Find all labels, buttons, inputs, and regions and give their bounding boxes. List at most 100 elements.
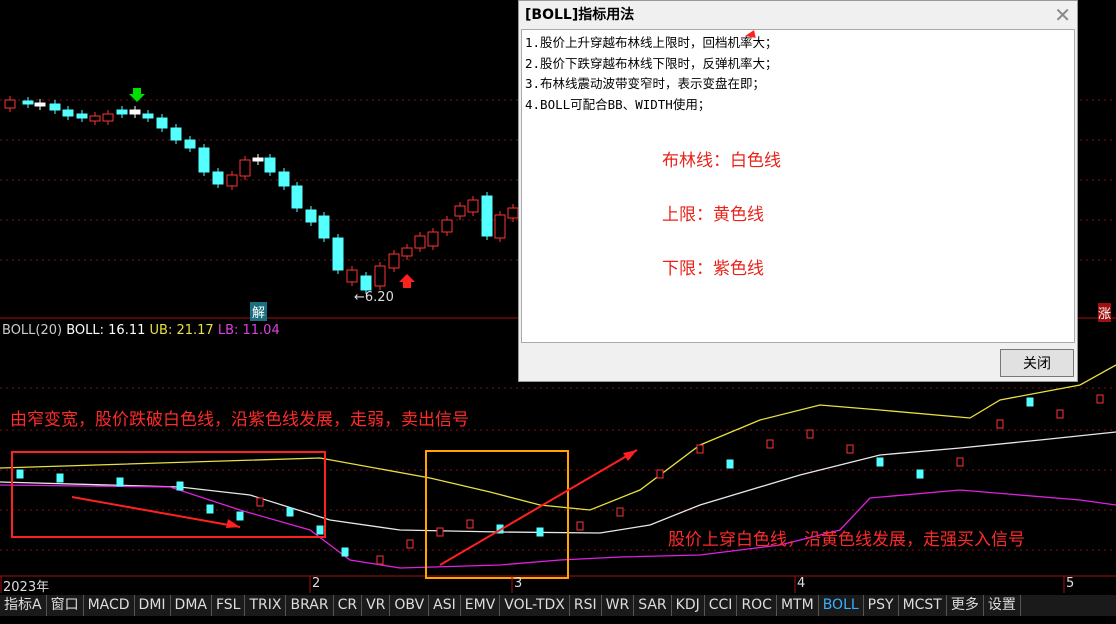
candle xyxy=(318,215,330,239)
mini-candle xyxy=(616,507,624,517)
candle xyxy=(374,265,386,287)
mini-candle xyxy=(1026,397,1034,407)
mini-candle xyxy=(1056,409,1064,419)
upper-band xyxy=(0,364,1116,511)
candle xyxy=(388,253,400,269)
tab[interactable]: 指标A xyxy=(0,595,47,616)
usage-line: 3.布林线震动波带变窄时，表示变盘在即； xyxy=(525,76,766,91)
usage-line: 1.股价上升穿越布林线上限时，回档机率大； xyxy=(525,35,778,50)
tab[interactable]: CCI xyxy=(705,595,738,616)
candle xyxy=(481,195,493,237)
candle xyxy=(467,199,479,213)
mini-candle xyxy=(286,507,294,517)
tab[interactable]: BOLL xyxy=(819,595,864,616)
mini-candle xyxy=(576,521,584,531)
marker: 解 xyxy=(250,302,268,321)
sell-arrow xyxy=(129,88,145,102)
candle xyxy=(305,209,317,223)
candle xyxy=(226,174,238,187)
tab[interactable]: MTM xyxy=(777,595,819,616)
tab[interactable]: 设置 xyxy=(984,595,1021,616)
tab[interactable]: OBV xyxy=(390,595,430,616)
candle xyxy=(76,113,88,119)
tab[interactable]: WR xyxy=(602,595,635,616)
candle xyxy=(264,157,276,173)
mini-candle xyxy=(846,444,854,454)
candle xyxy=(4,99,16,109)
mini-candle xyxy=(876,457,884,467)
buy-box xyxy=(425,450,569,579)
tab[interactable]: FSL xyxy=(212,595,246,616)
tab[interactable]: VR xyxy=(362,595,391,616)
tab[interactable]: MACD xyxy=(84,595,135,616)
mini-candle xyxy=(206,504,214,514)
arrowhead xyxy=(226,519,240,528)
mini-candle xyxy=(996,419,1004,429)
tab[interactable]: EMV xyxy=(461,595,501,616)
color-note: 布林线：白色线 xyxy=(662,151,781,171)
tab[interactable]: 更多 xyxy=(947,595,984,616)
ind-name: BOLL(20) xyxy=(2,323,63,338)
mini-candle xyxy=(406,539,414,549)
tab[interactable]: MCST xyxy=(899,595,947,616)
close-button[interactable]: 关闭 xyxy=(1000,349,1074,377)
tab[interactable]: ASI xyxy=(429,595,461,616)
candle xyxy=(62,109,74,117)
candle xyxy=(156,117,168,129)
candle xyxy=(414,235,426,249)
candle xyxy=(441,219,453,233)
close-x[interactable]: ✕ xyxy=(1054,3,1071,27)
sell-note: 由窄变宽，股价跌破白色线，沿紫色线发展，走弱，卖出信号 xyxy=(10,410,469,430)
mini-candle xyxy=(806,429,814,439)
mini-candle xyxy=(376,555,384,565)
candle xyxy=(129,109,141,115)
candle xyxy=(198,147,210,173)
candle xyxy=(291,185,303,209)
tab[interactable]: RSI xyxy=(570,595,602,616)
candle xyxy=(212,171,224,185)
candle xyxy=(427,231,439,247)
candle xyxy=(184,139,196,149)
tab[interactable]: PSY xyxy=(864,595,899,616)
tab[interactable]: KDJ xyxy=(672,595,705,616)
mini-candle xyxy=(766,439,774,449)
tab[interactable]: 窗口 xyxy=(47,595,84,616)
mini-candle xyxy=(656,469,664,479)
tab[interactable]: TRIX xyxy=(245,595,287,616)
mini-candle xyxy=(316,525,324,535)
buy-note: 股价上穿白色线，沿黄色线发展，走强买入信号 xyxy=(668,530,1025,550)
candle xyxy=(170,127,182,141)
tab[interactable]: ROC xyxy=(737,595,777,616)
mini-candle xyxy=(726,459,734,469)
candle xyxy=(332,237,344,271)
date-label: 2 xyxy=(312,576,321,591)
candle xyxy=(116,109,128,115)
tab[interactable]: DMI xyxy=(135,595,171,616)
tab[interactable]: BRAR xyxy=(286,595,334,616)
date-label: 5 xyxy=(1066,576,1075,591)
date-label: 2023年 xyxy=(3,580,50,595)
tab[interactable]: VOL-TDX xyxy=(500,595,570,616)
color-note: 下限：紫色线 xyxy=(662,259,764,279)
mini-candle xyxy=(696,444,704,454)
candle xyxy=(49,103,61,111)
right-edge: 涨 xyxy=(1098,303,1112,322)
mini-candle xyxy=(1096,394,1104,404)
mini-candle xyxy=(916,469,924,479)
tab[interactable]: CR xyxy=(334,595,363,616)
mini-candle xyxy=(956,457,964,467)
mini-candle xyxy=(116,477,124,487)
candle xyxy=(494,214,506,239)
candle xyxy=(34,102,46,107)
mid-band xyxy=(0,431,1116,534)
tab[interactable]: DMA xyxy=(171,595,212,616)
dialog: [BOLL]指标用法 ✕ 1.股价上升穿越布林线上限时，回档机率大； 2.股价下跌… xyxy=(518,0,1078,382)
tab[interactable]: SAR xyxy=(634,595,672,616)
tab-bar: 指标A 窗口 MACD DMI DMA FSL TRIX BRAR CR VR OBV ASI EMV V… xyxy=(0,595,1116,616)
candle xyxy=(252,157,264,162)
buy-arrow-line xyxy=(439,449,638,566)
ind-lb: LB: 11.04 xyxy=(217,323,280,338)
mini-candle xyxy=(16,469,24,479)
mini-candle xyxy=(466,519,474,529)
